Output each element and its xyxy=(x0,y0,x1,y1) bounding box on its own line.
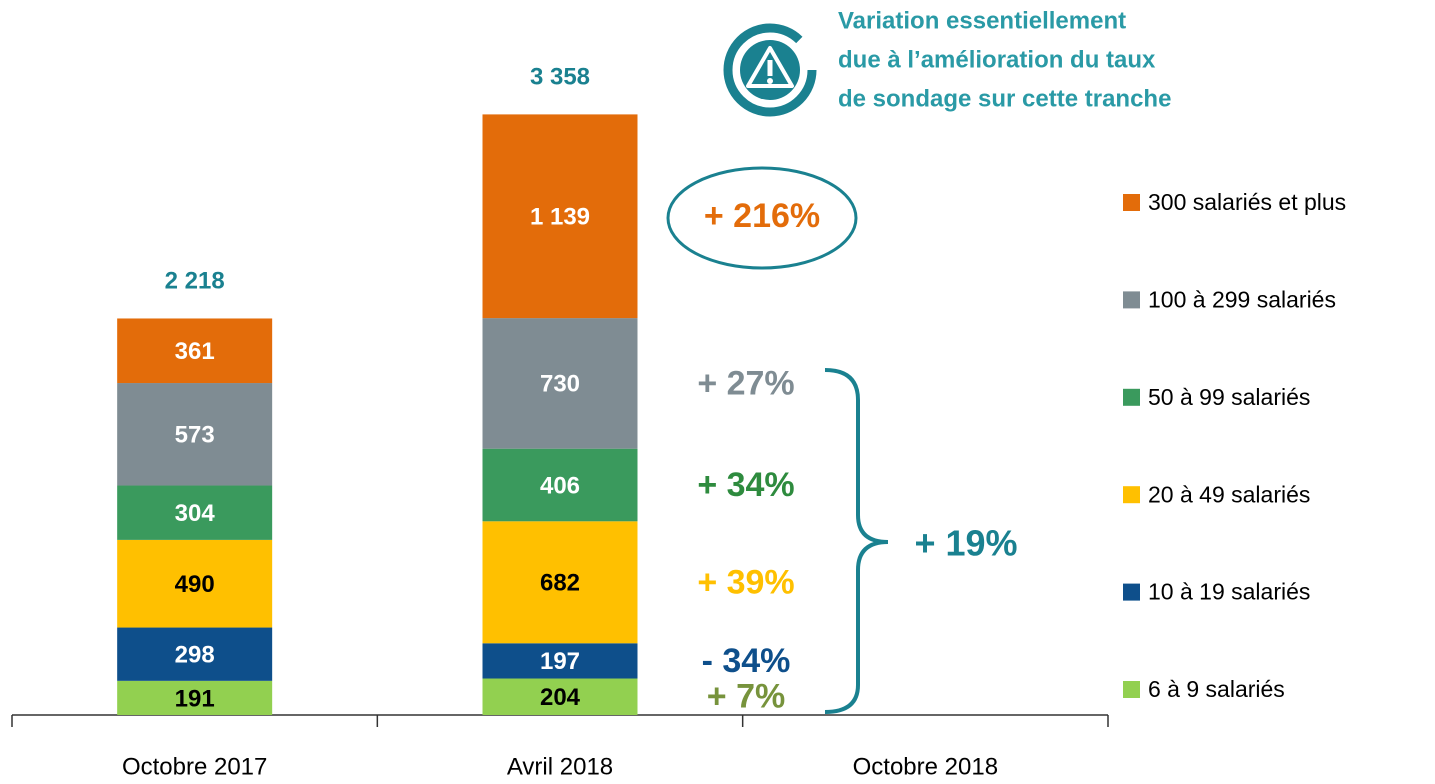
segment-label: 730 xyxy=(540,371,580,398)
x-tick-label: Avril 2018 xyxy=(507,753,613,780)
icon-bang xyxy=(767,60,773,76)
segment-label: 304 xyxy=(175,500,216,527)
bar-segment xyxy=(482,448,638,522)
change-label: + 39% xyxy=(697,563,794,601)
bar-segment xyxy=(117,318,273,384)
bar-segment xyxy=(482,318,638,449)
bar-segment xyxy=(482,643,638,679)
x-tick-label: Octobre 2018 xyxy=(853,753,998,780)
legend-swatch xyxy=(1123,486,1140,504)
total-label: 2 218 xyxy=(165,268,225,295)
change-label: + 27% xyxy=(697,364,794,402)
legend-swatch xyxy=(1123,583,1140,601)
segment-label: 298 xyxy=(175,642,215,669)
bar-segment xyxy=(482,521,638,644)
legend-label: 6 à 9 salariés xyxy=(1148,676,1285,702)
change-label: - 34% xyxy=(702,642,791,680)
bar-segment xyxy=(482,114,638,319)
legend-label: 10 à 19 salariés xyxy=(1148,579,1310,605)
change-label: + 34% xyxy=(697,466,794,504)
segment-label: 204 xyxy=(540,684,581,711)
change-label: + 216% xyxy=(704,197,820,235)
overall-change: + 19% xyxy=(914,523,1017,564)
bar-segment xyxy=(117,627,273,681)
legend-swatch xyxy=(1123,291,1140,309)
note-line: due à l’amélioration du taux xyxy=(838,46,1156,73)
segment-label: 682 xyxy=(540,570,580,597)
segment-label: 406 xyxy=(540,472,580,499)
legend-label: 20 à 49 salariés xyxy=(1148,481,1310,507)
bar-segment xyxy=(117,485,273,540)
note-line: de sondage sur cette tranche xyxy=(838,85,1171,112)
segment-label: 191 xyxy=(175,685,215,712)
icon-ring xyxy=(723,23,817,117)
legend-label: 50 à 99 salariés xyxy=(1148,384,1310,410)
bar-segment xyxy=(117,539,273,628)
icon-dot xyxy=(767,78,773,84)
warning-icon xyxy=(723,23,817,117)
total-label: 3 358 xyxy=(530,64,590,91)
note-line: Variation essentiellement xyxy=(838,7,1126,34)
change-label: + 7% xyxy=(707,678,785,716)
segment-label: 1 139 xyxy=(530,204,590,231)
legend-swatch xyxy=(1123,388,1140,406)
legend-swatch xyxy=(1123,194,1140,211)
segment-label: 573 xyxy=(175,422,215,449)
x-tick-label: Octobre 2017 xyxy=(122,753,267,780)
icon-triangle xyxy=(746,46,794,88)
segment-label: 361 xyxy=(175,338,215,365)
segment-label: 197 xyxy=(540,648,580,675)
segment-label: 490 xyxy=(175,571,215,598)
bar-segment xyxy=(482,678,638,715)
legend-swatch xyxy=(1123,681,1140,698)
legend-label: 100 à 299 salariés xyxy=(1148,286,1336,312)
bracket xyxy=(824,368,889,714)
bar-segment xyxy=(117,383,273,486)
highlight-ellipse xyxy=(666,166,858,270)
bar-segment xyxy=(117,680,273,715)
legend-label: 300 salariés et plus xyxy=(1148,189,1346,215)
